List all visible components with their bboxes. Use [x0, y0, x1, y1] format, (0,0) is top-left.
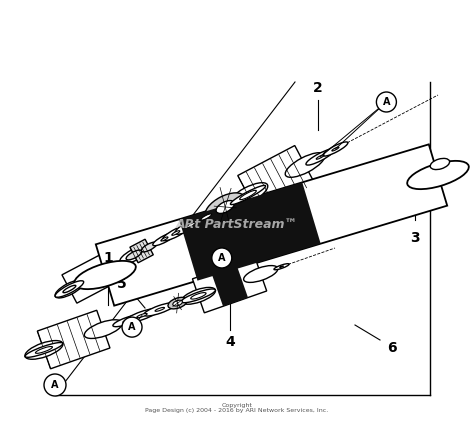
Ellipse shape: [84, 320, 122, 338]
Polygon shape: [211, 264, 248, 306]
Ellipse shape: [228, 183, 268, 207]
Text: 6: 6: [387, 341, 397, 355]
Circle shape: [122, 317, 142, 337]
Ellipse shape: [163, 225, 189, 241]
Ellipse shape: [126, 250, 142, 260]
Ellipse shape: [323, 142, 348, 156]
Ellipse shape: [168, 298, 187, 309]
Polygon shape: [179, 182, 321, 281]
Polygon shape: [238, 146, 315, 214]
Ellipse shape: [306, 149, 335, 165]
Ellipse shape: [123, 319, 131, 322]
Ellipse shape: [240, 190, 256, 200]
Ellipse shape: [188, 207, 224, 227]
Text: A: A: [128, 322, 136, 332]
Ellipse shape: [137, 314, 147, 318]
Ellipse shape: [55, 281, 84, 297]
Ellipse shape: [125, 308, 159, 323]
Ellipse shape: [161, 237, 168, 241]
Text: Copyright
Page Design (c) 2004 - 2016 by ARI Network Services, Inc.: Copyright Page Design (c) 2004 - 2016 by…: [146, 403, 328, 414]
Ellipse shape: [173, 300, 182, 306]
Ellipse shape: [144, 303, 176, 316]
Text: A: A: [383, 97, 390, 107]
Circle shape: [44, 374, 66, 396]
Ellipse shape: [407, 161, 469, 189]
Text: 3: 3: [410, 231, 420, 245]
Ellipse shape: [155, 307, 164, 311]
Ellipse shape: [187, 222, 195, 227]
Ellipse shape: [201, 214, 211, 220]
Ellipse shape: [244, 265, 278, 282]
Ellipse shape: [25, 341, 63, 359]
Text: 1: 1: [103, 251, 113, 265]
Ellipse shape: [63, 285, 76, 293]
Ellipse shape: [280, 266, 283, 268]
Text: 5: 5: [117, 277, 127, 291]
Ellipse shape: [332, 147, 339, 151]
Ellipse shape: [274, 264, 289, 270]
Polygon shape: [192, 257, 267, 313]
Polygon shape: [37, 310, 110, 369]
Ellipse shape: [191, 292, 206, 299]
Circle shape: [376, 92, 396, 112]
Ellipse shape: [205, 193, 246, 221]
Ellipse shape: [175, 216, 207, 234]
Ellipse shape: [230, 185, 265, 205]
Polygon shape: [130, 239, 153, 263]
Ellipse shape: [316, 155, 324, 159]
Ellipse shape: [119, 246, 148, 264]
Ellipse shape: [172, 231, 180, 235]
Ellipse shape: [153, 232, 176, 246]
Ellipse shape: [55, 280, 84, 298]
Text: A: A: [51, 380, 59, 390]
Ellipse shape: [74, 261, 136, 289]
Text: A: A: [218, 253, 226, 263]
Ellipse shape: [181, 287, 216, 304]
Ellipse shape: [36, 346, 53, 353]
Ellipse shape: [430, 158, 450, 170]
Polygon shape: [62, 241, 141, 303]
Ellipse shape: [285, 153, 325, 177]
Ellipse shape: [113, 315, 141, 327]
Text: 2: 2: [313, 81, 323, 95]
Ellipse shape: [216, 200, 234, 214]
Ellipse shape: [141, 242, 157, 252]
Text: ARt PartStream™: ARt PartStream™: [176, 217, 298, 230]
Circle shape: [212, 248, 232, 268]
Ellipse shape: [25, 343, 63, 357]
Ellipse shape: [182, 289, 215, 303]
Text: 4: 4: [225, 335, 235, 349]
Polygon shape: [96, 144, 447, 306]
